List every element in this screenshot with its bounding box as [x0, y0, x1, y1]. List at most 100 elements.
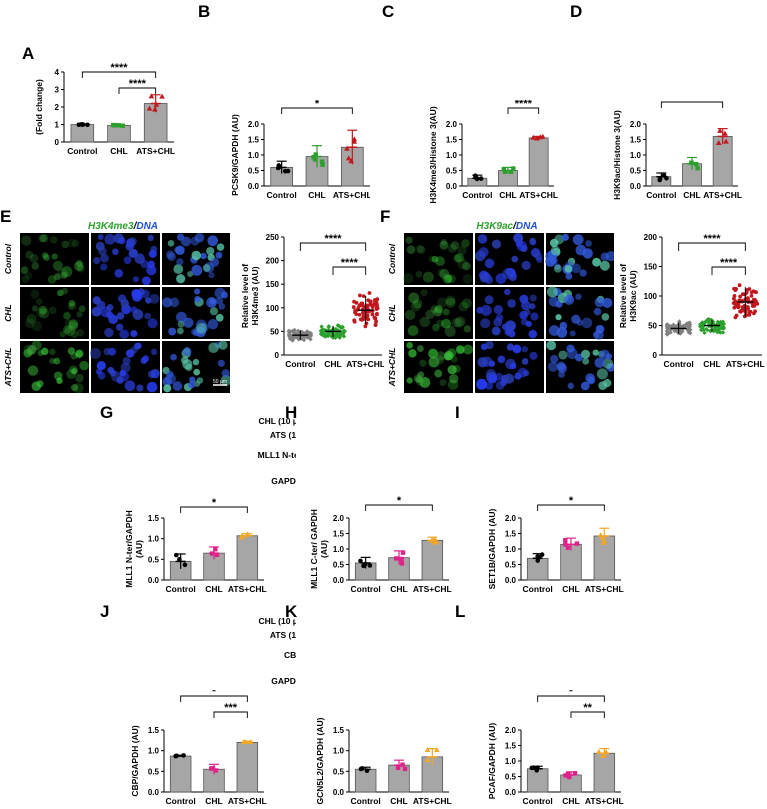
x-tick-label: ATS+CHL — [413, 796, 452, 806]
significance-bracket — [711, 266, 746, 275]
cell-nucleus — [457, 258, 468, 270]
significance-mark: * — [397, 495, 402, 507]
cell-nucleus — [488, 374, 498, 384]
cell-nucleus — [57, 268, 69, 279]
data-point — [721, 326, 726, 331]
cell-nucleus — [485, 381, 494, 390]
data-point — [210, 766, 216, 771]
cell-nucleus — [454, 317, 465, 328]
data-point — [664, 328, 670, 334]
cell-nucleus — [207, 235, 219, 247]
cell-nucleus — [510, 362, 517, 370]
cell-nucleus — [41, 347, 49, 356]
cell-nucleus — [206, 297, 217, 308]
cell-nucleus — [35, 298, 43, 306]
data-point — [247, 738, 254, 744]
data-point — [705, 327, 710, 333]
cell-nucleus — [435, 355, 445, 365]
cell-nucleus — [402, 273, 414, 284]
cell-nucleus — [24, 318, 35, 329]
cell-nucleus — [428, 255, 435, 263]
data-point — [603, 749, 609, 755]
data-point — [146, 105, 153, 111]
cell-nucleus — [187, 270, 194, 278]
cell-nucleus — [549, 238, 559, 248]
x-tick-label: CHL — [562, 584, 579, 594]
x-tick-label: Control — [462, 190, 492, 200]
y-tick-label: 0.5 — [248, 167, 260, 176]
data-point — [395, 765, 401, 770]
cell-nucleus — [491, 326, 501, 336]
bar-2 — [593, 752, 616, 793]
data-point — [731, 301, 736, 306]
cell-nucleus — [529, 303, 536, 310]
significance-mark: *** — [224, 702, 238, 714]
cell-nucleus — [31, 321, 43, 332]
y-axis-label-2: H3K9ac (AU) — [628, 270, 638, 322]
y-tick-label: 1.0 — [148, 747, 160, 756]
cell-nucleus — [602, 297, 613, 309]
cell-nucleus — [565, 272, 573, 280]
cell-nucleus — [167, 240, 175, 247]
data-point — [213, 547, 218, 552]
cell-nucleus — [220, 374, 232, 386]
data-point — [312, 157, 318, 162]
data-point — [399, 561, 405, 566]
cell-nucleus — [100, 306, 112, 318]
cell-nucleus — [132, 309, 144, 320]
cell-nucleus — [38, 234, 47, 243]
data-point — [286, 331, 292, 337]
data-point — [705, 319, 711, 324]
data-point — [362, 310, 367, 314]
cell-nucleus — [146, 265, 157, 276]
blot-b: CHL (10 µg/ml)-++ATS (10 µM)--+PCSK9- 75… — [210, 8, 590, 103]
data-point — [565, 771, 571, 776]
y-axis-label-2: (AU) — [134, 540, 144, 558]
cell-nucleus — [140, 259, 149, 269]
significance-bracket — [299, 242, 367, 251]
cell-nucleus — [605, 251, 616, 262]
cell-nucleus — [70, 330, 79, 339]
y-axis-label: H3K4me3/Histone 3(AU) — [428, 106, 438, 203]
y-tick-label: 200 — [644, 233, 658, 242]
y-axis-label: CBP/GAPDH (AU) — [130, 725, 140, 796]
blot-svg: CHL (10 µg/ml)-++ATS (10 µM)--+PCSK9- 75… — [434, 14, 590, 89]
cell-nucleus — [450, 241, 460, 250]
cell-nucleus — [432, 323, 440, 332]
cell-nucleus — [142, 355, 150, 362]
scale-label: 50 µm — [213, 379, 227, 385]
cell-nucleus — [50, 236, 58, 244]
y-tick-label: 100 — [644, 292, 658, 301]
cell-nucleus — [592, 349, 599, 356]
cell-nucleus — [497, 355, 506, 364]
cell-nucleus — [68, 300, 76, 307]
y-tick-label: 1.5 — [248, 136, 260, 145]
y-tick-label: 0.5 — [505, 561, 517, 570]
y-axis-label: PCSK9/GAPDH (AU) — [230, 114, 240, 196]
cell-nucleus — [217, 359, 225, 367]
y-tick-label: 0.0 — [148, 788, 160, 797]
cell-nucleus — [68, 319, 79, 329]
bar-2 — [236, 742, 259, 793]
data-point — [432, 539, 438, 545]
y-axis-label: H3K9ac/Histone 3(AU) — [612, 110, 622, 200]
cell-nucleus — [493, 305, 503, 315]
cell-nucleus — [91, 306, 102, 317]
cell-nucleus — [194, 288, 201, 295]
data-point — [431, 536, 438, 542]
cell-nucleus — [189, 376, 196, 383]
data-point — [574, 541, 580, 546]
y-tick-label: 100 — [266, 304, 280, 313]
data-point — [664, 175, 669, 181]
cell-nucleus — [437, 268, 446, 277]
cell-nucleus — [190, 236, 200, 246]
cell-nucleus — [422, 271, 434, 283]
cell-nucleus — [444, 325, 456, 337]
title-part-a: H3K4me3 — [88, 221, 134, 232]
y-tick-label: 0.0 — [248, 182, 260, 191]
data-point — [338, 324, 343, 330]
significance-mark: **** — [341, 257, 359, 269]
x-tick-label: ATS+CHL — [228, 584, 267, 594]
y-tick-label: 2.0 — [333, 514, 345, 523]
micrograph-svg: H3K9ac/DNA Control CHL ATS+CHL — [387, 221, 616, 393]
